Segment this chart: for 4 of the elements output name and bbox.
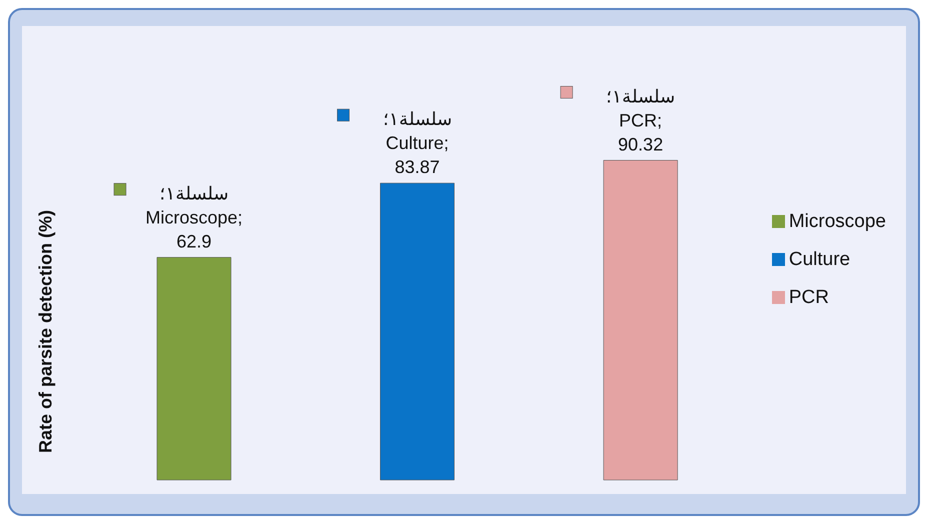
legend-label: Microscope [788, 211, 886, 232]
legend-label: PCR [788, 287, 829, 308]
y-axis-title: Rate of parsite detection (%) [35, 210, 56, 453]
legend-label: Culture [788, 249, 850, 270]
